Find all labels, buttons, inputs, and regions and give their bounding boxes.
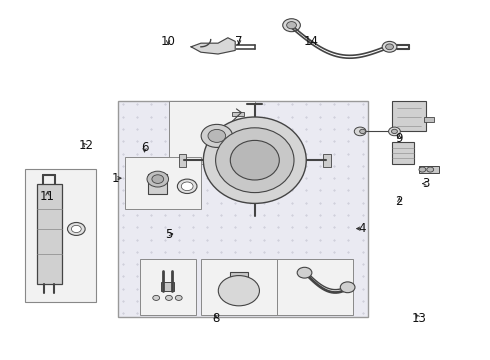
Bar [419,166,439,173]
Circle shape [386,44,393,50]
Bar [161,282,174,291]
Circle shape [177,179,197,194]
Circle shape [354,127,366,136]
Bar [392,142,414,164]
Text: 7: 7 [235,35,243,48]
Text: 11: 11 [40,190,55,203]
Bar [118,101,368,317]
Circle shape [427,167,434,172]
Text: 5: 5 [165,228,173,240]
Circle shape [360,129,366,134]
Ellipse shape [216,128,294,193]
Circle shape [153,295,160,300]
Bar [169,101,255,164]
Circle shape [175,295,182,300]
Bar [148,174,167,194]
Circle shape [181,182,193,191]
Circle shape [166,295,172,300]
Circle shape [382,41,397,52]
Circle shape [72,225,81,233]
Text: 12: 12 [78,139,93,152]
Text: 10: 10 [161,35,175,48]
Bar [424,117,434,122]
Circle shape [283,19,300,32]
Circle shape [419,167,426,172]
Circle shape [340,282,355,293]
Bar [392,101,426,131]
Text: 4: 4 [359,222,367,235]
Bar [231,112,244,116]
Circle shape [152,175,164,184]
Circle shape [147,171,169,187]
Bar [179,154,186,167]
Text: 3: 3 [422,177,430,190]
Circle shape [68,222,85,235]
Text: 1: 1 [111,172,119,185]
Text: 13: 13 [412,312,426,325]
Text: 6: 6 [141,141,148,154]
Text: 14: 14 [304,35,318,48]
Bar [323,154,331,167]
Bar [277,259,353,315]
Circle shape [392,129,397,134]
Circle shape [287,22,296,29]
Circle shape [297,267,312,278]
Circle shape [389,127,400,136]
Ellipse shape [203,117,306,203]
Bar [230,271,247,285]
Bar [24,169,96,302]
Circle shape [218,276,260,306]
Bar [37,184,62,284]
Text: 2: 2 [395,195,403,208]
Circle shape [201,125,232,148]
Bar [140,259,196,315]
Bar [201,259,277,315]
Bar [125,157,201,209]
Text: 9: 9 [395,132,403,145]
Polygon shape [191,38,235,54]
Ellipse shape [230,140,279,180]
Circle shape [208,130,225,143]
Text: 8: 8 [212,312,220,325]
